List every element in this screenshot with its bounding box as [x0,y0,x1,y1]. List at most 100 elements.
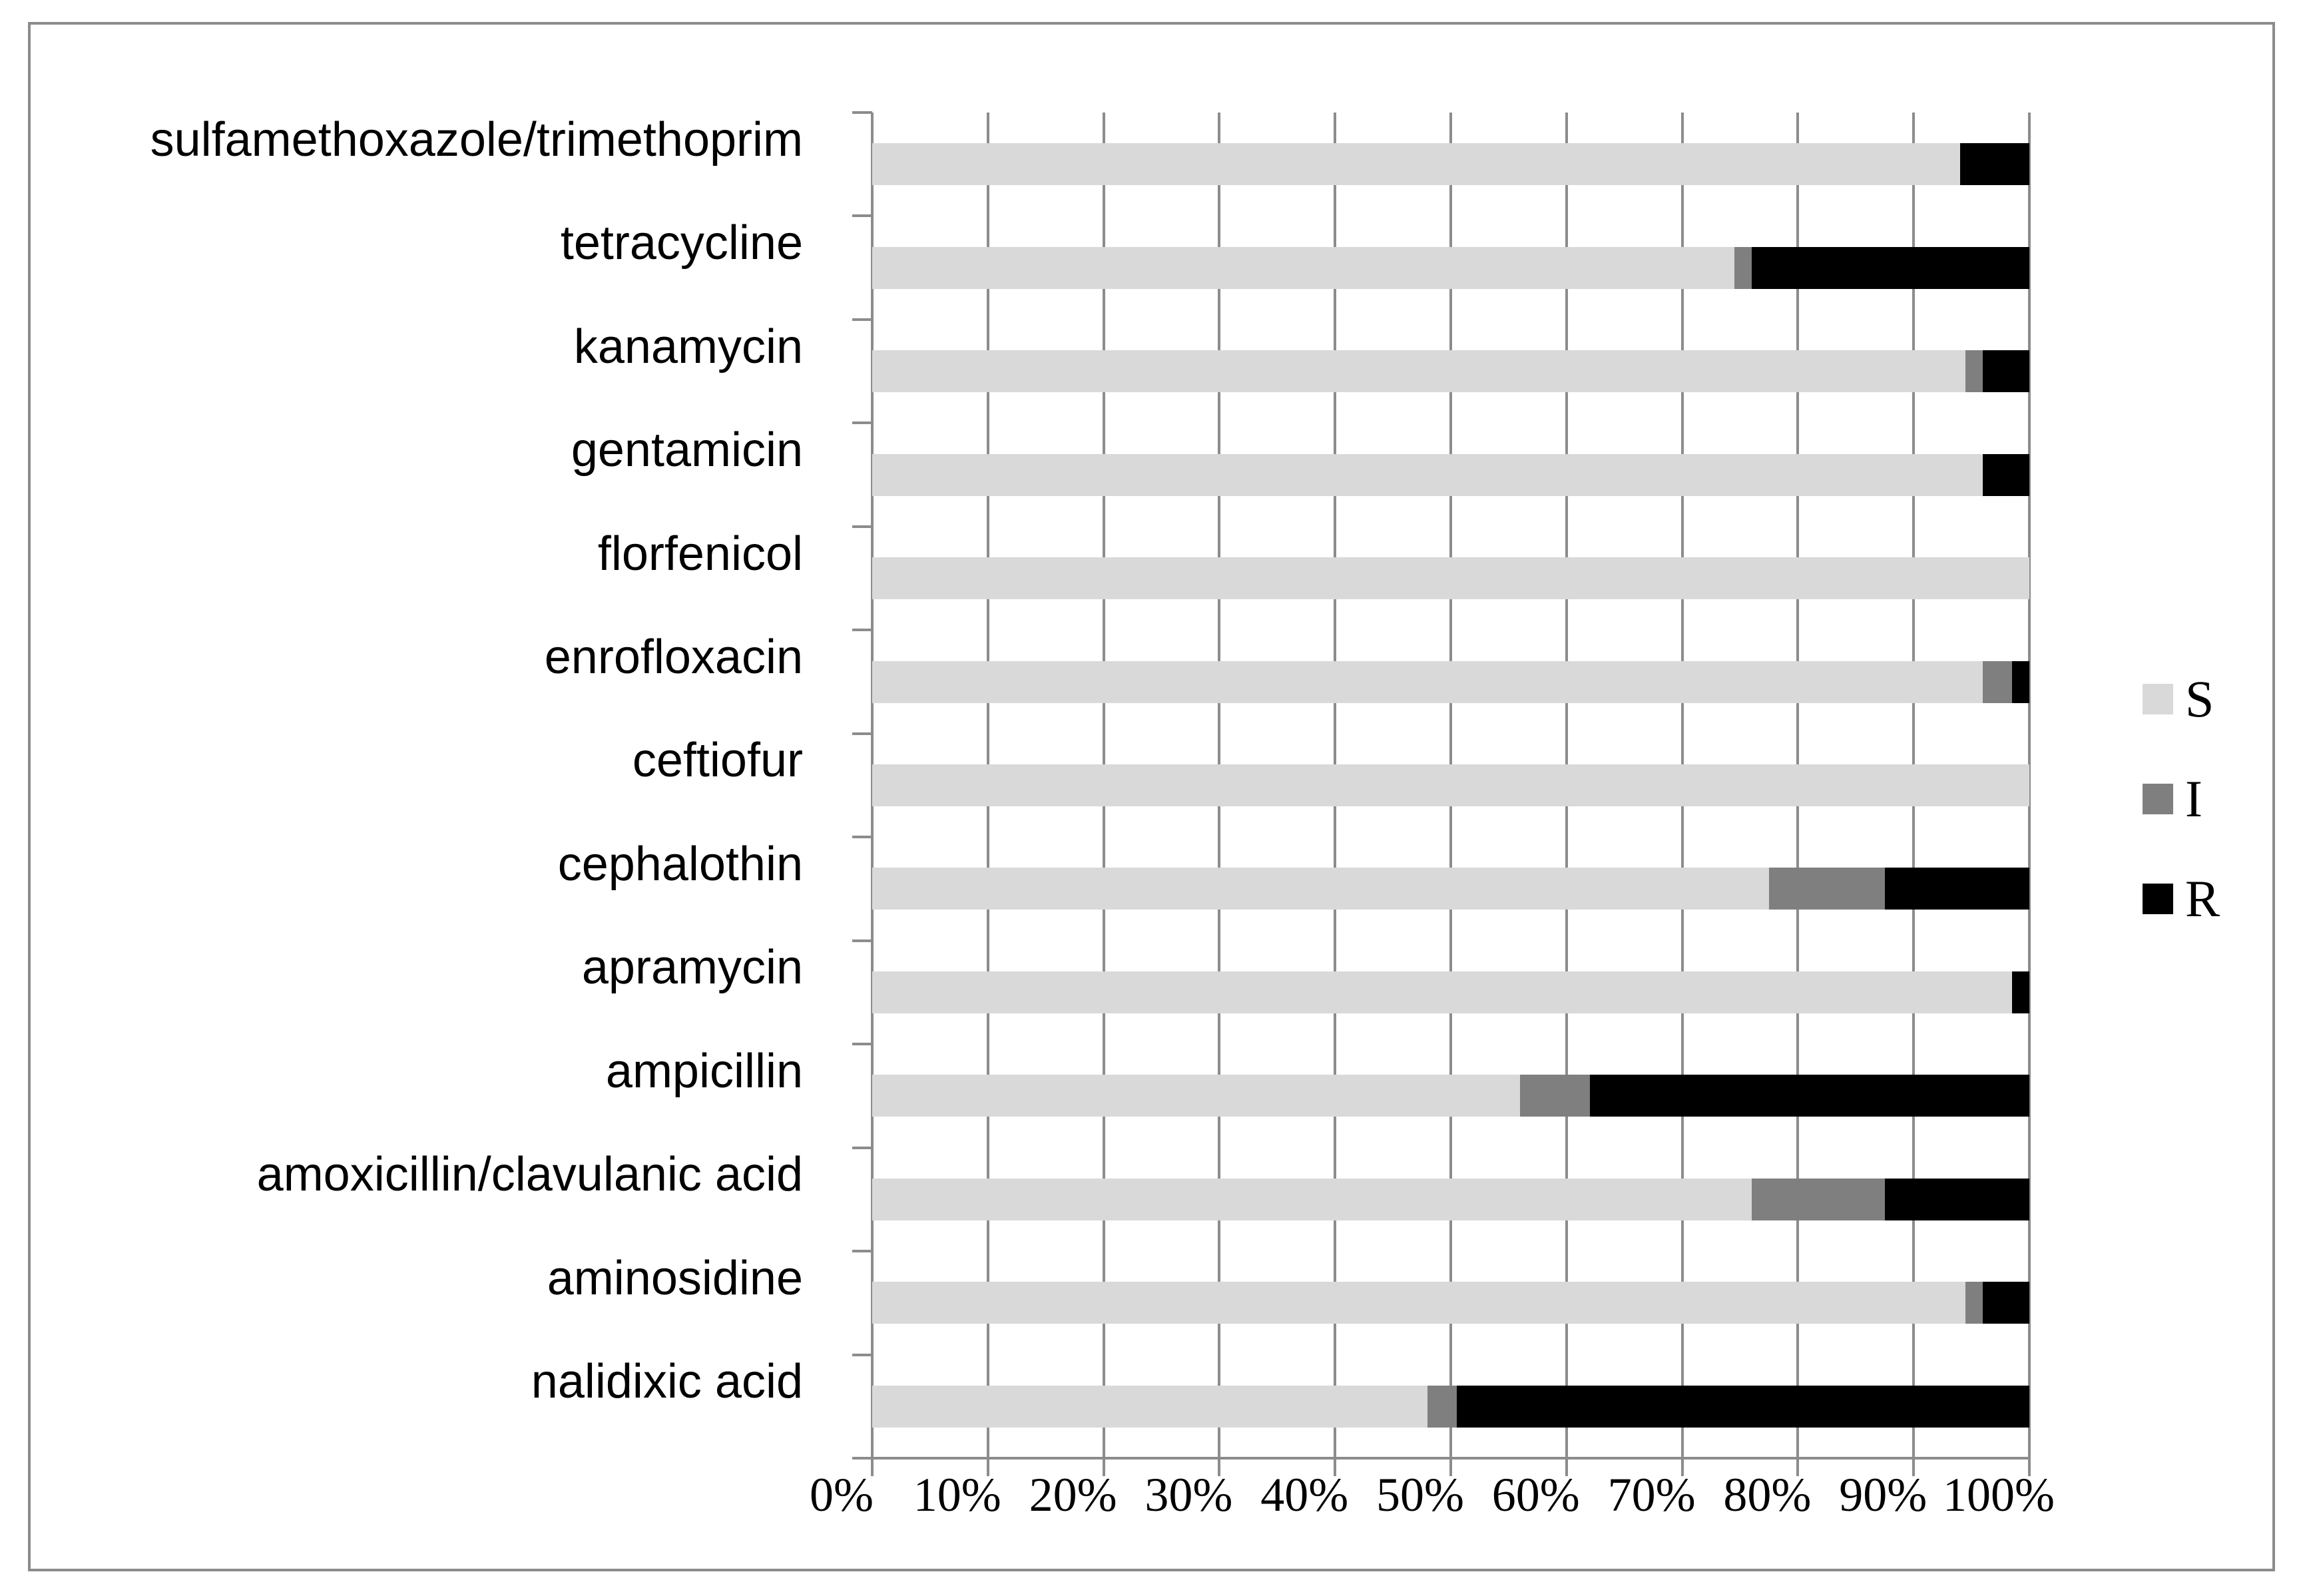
category-label: amoxicillin/clavulanic acid [256,1148,803,1202]
bar-row-cephalothin [872,868,2029,910]
category-axis-tick [852,318,872,321]
bar-segment-S [872,971,2012,1013]
value-axis-tick [1680,1458,1684,1476]
category-axis-tick [852,214,872,218]
category-label: kanamycin [573,320,803,374]
legend-label-R: R [2185,870,2220,928]
bar-row-aminosidine [872,1282,2029,1324]
category-label: cephalothin [557,837,803,891]
value-axis-tick [871,1458,874,1476]
bar-segment-I [1427,1385,1457,1428]
category-axis-tick [852,1146,872,1149]
category-axis-tick [852,525,872,528]
bar-row-apramycin [872,971,2029,1013]
bar-segment-R [2011,971,2029,1013]
value-axis-tick-label: 90% [1839,1468,1927,1521]
legend-swatch-R [2143,884,2173,914]
bar-segment-S [872,557,2029,600]
bar-segment-S [872,453,1983,496]
chart-border-frame [28,22,2275,1571]
value-axis-tick [1449,1458,1452,1476]
bar-row-tetracycline [872,246,2029,289]
bar-row-nalidixic-acid [872,1385,2029,1428]
category-axis-tick [852,1353,872,1356]
value-axis-line [852,1457,2029,1460]
bar-segment-S [872,246,1734,289]
value-axis-tick [1912,1458,1916,1476]
value-axis-tick [1102,1458,1105,1476]
bar-segment-R [2011,661,2029,703]
bar-segment-R [1983,350,2029,393]
category-axis-tick [852,629,872,632]
bar-segment-R [1983,1282,2029,1324]
bar-segment-R [1959,143,2029,186]
category-label: apramycin [581,941,803,995]
bar-segment-S [872,1075,1521,1117]
bar-row-sulfamethoxazole-trimethoprim [872,143,2029,186]
bar-row-ampicillin [872,1075,2029,1117]
category-label: sulfamethoxazole/trimethoprim [150,113,803,166]
bar-row-kanamycin [872,350,2029,393]
bar-row-enrofloxacin [872,661,2029,703]
bar-segment-I [1768,868,1885,910]
category-label: nalidixic acid [531,1355,803,1409]
value-axis-tick [1334,1458,1337,1476]
value-axis-tick [2028,1458,2031,1476]
category-label: florfenicol [597,527,803,581]
value-axis-tick [1796,1458,1800,1476]
bar-segment-I [1751,1178,1885,1220]
value-axis-tick [986,1458,989,1476]
legend-label-I: I [2185,770,2202,828]
bar-segment-R [1751,246,2029,289]
category-axis-tick [852,939,872,942]
bar-segment-S [872,143,1960,186]
category-label: aminosidine [547,1251,803,1305]
value-axis-tick [1565,1458,1568,1476]
bar-segment-S [872,661,1983,703]
bar-segment-S [872,868,1769,910]
category-axis-tick [852,421,872,425]
bar-segment-I [1734,246,1752,289]
bar-segment-I [1965,1282,1983,1324]
bar-segment-I [1965,350,1983,393]
bar-segment-S [872,1178,1752,1220]
category-label: enrofloxacin [544,631,803,684]
gridline-100% [2028,113,2031,1458]
bar-segment-I [1983,661,2012,703]
legend-swatch-S [2143,684,2173,714]
bar-row-amoxicillin-clavulanic-acid [872,1178,2029,1220]
bar-segment-R [1884,868,2029,910]
value-axis-tick-label: 70% [1607,1468,1696,1521]
bar-segment-I [1520,1075,1590,1117]
value-axis-tick [1218,1458,1221,1476]
bar-segment-R [1589,1075,2029,1117]
legend-swatch-I [2143,784,2173,814]
category-label: tetracycline [560,216,803,270]
category-axis-tick [852,836,872,839]
bar-segment-S [872,764,2029,806]
category-axis-tick [852,1043,872,1046]
bar-row-florfenicol [872,557,2029,600]
bar-segment-R [1456,1385,2029,1428]
bar-segment-S [872,1385,1428,1428]
category-axis-tick [852,732,872,735]
value-axis-tick-label: 50% [1376,1468,1464,1521]
value-axis-tick-label: 100% [1943,1468,2055,1521]
category-label: gentamicin [571,423,803,477]
value-axis-tick-label: 0% [810,1468,874,1521]
value-axis-tick-label: 80% [1723,1468,1812,1521]
plot-area [852,111,2031,1476]
value-axis-tick-label: 20% [1029,1468,1117,1521]
bar-segment-R [1884,1178,2029,1220]
value-axis-tick-label: 10% [913,1468,1001,1521]
bar-segment-S [872,350,1966,393]
category-axis-tick [852,1250,872,1253]
legend-label-S: S [2185,670,2214,728]
category-label: ceftiofur [632,734,803,788]
bar-row-ceftiofur [872,764,2029,806]
category-label: ampicillin [605,1044,803,1098]
value-axis-tick-label: 40% [1260,1468,1349,1521]
bar-row-gentamicin [872,453,2029,496]
value-axis-tick-label: 60% [1491,1468,1580,1521]
